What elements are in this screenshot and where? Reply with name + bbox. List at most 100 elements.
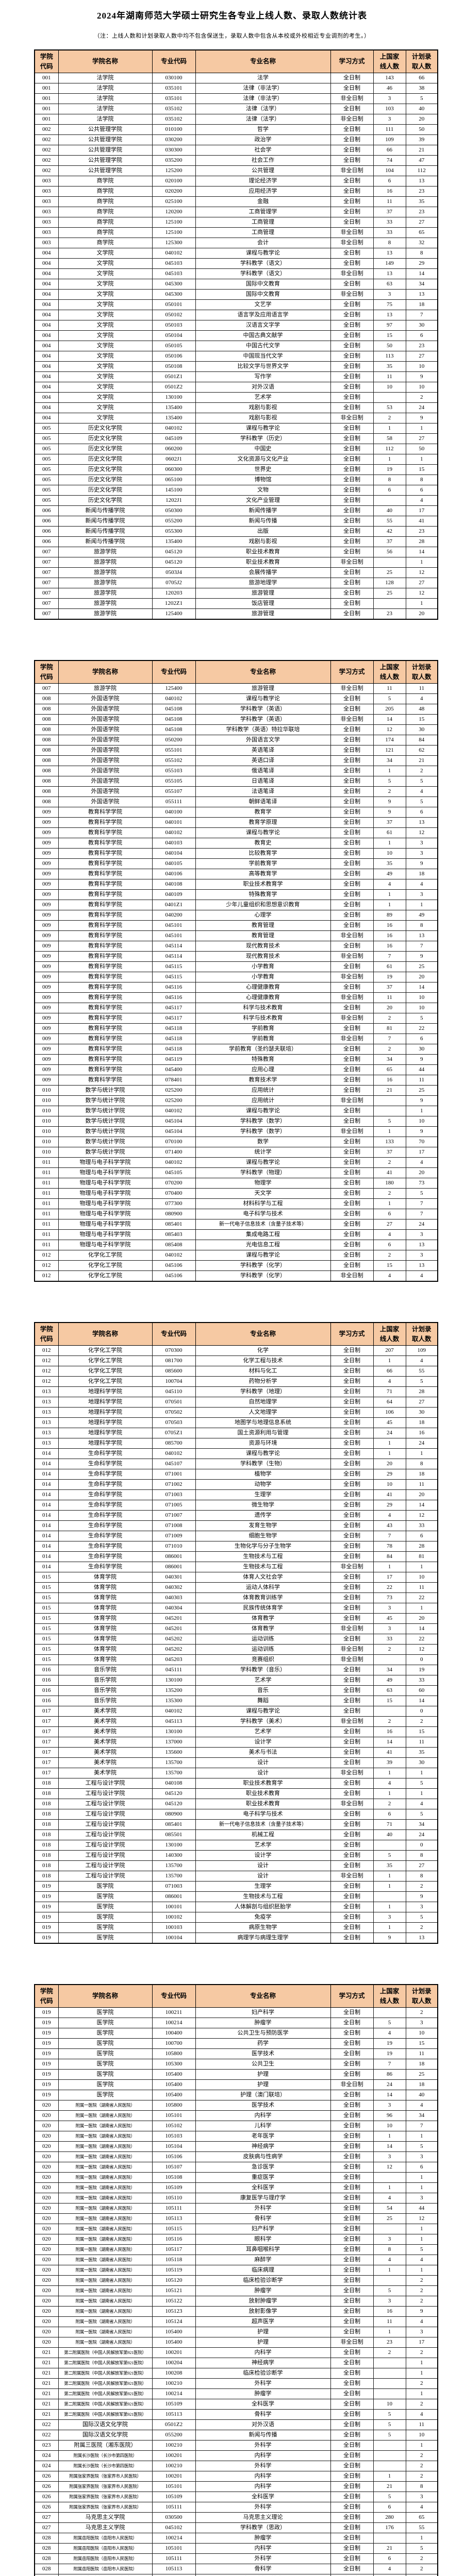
table-cell: 0705Z1 <box>152 1428 196 1438</box>
table-cell: 21 <box>373 1085 406 1096</box>
table-cell: 14 <box>373 1737 406 1748</box>
table-cell: 法律（法学） <box>195 114 331 125</box>
table-cell: 马克思主义理论 <box>195 2512 331 2523</box>
table-cell: 全日制 <box>330 1665 374 1675</box>
table-cell: 5 <box>405 1013 438 1024</box>
table-cell: 004 <box>34 289 59 300</box>
table-cell <box>373 1654 406 1665</box>
table-cell: 外科学 <box>195 2461 331 2471</box>
table-row: 004 文学院 050105 中国古代文学 全日制 50 23 <box>34 341 438 351</box>
table-cell: 045106 <box>152 1270 196 1282</box>
table-cell: 10 <box>405 1003 438 1013</box>
table-cell: 9 <box>405 1095 438 1106</box>
table-cell: 18 <box>405 2059 438 2070</box>
table-cell: 009 <box>34 941 59 952</box>
table-row: 019 医学院 105400 护理（澳门联培） 全日制 14 40 <box>34 2090 438 2100</box>
table-cell: 8 <box>405 474 438 485</box>
table-cell: 64 <box>373 1397 406 1408</box>
table-row: 013 地理科学学院 070502 人文地理学 全日制 106 30 <box>34 1407 438 1418</box>
table-cell: 全日制 <box>330 83 374 94</box>
table-cell: 地理科学学院 <box>58 1386 153 1397</box>
table-cell: 020 <box>34 2337 59 2348</box>
table-cell: 010 <box>34 1116 59 1127</box>
table-cell: 1 <box>405 1448 438 1459</box>
table-cell: 集成电路工程 <box>195 1229 331 1240</box>
table-cell: 公共管理学院 <box>58 134 153 145</box>
table-cell: 8 <box>373 474 406 485</box>
table-cell: 附属一医院（湖南省人民医院） <box>58 2316 153 2327</box>
table-cell: 4 <box>405 1355 438 1366</box>
table-cell: 附属长沙医院（长沙市第四医院） <box>58 2450 153 2461</box>
table-cell: 014 <box>34 1489 59 1500</box>
table-cell: 103 <box>373 104 406 114</box>
table-cell: 5 <box>373 2492 406 2502</box>
table-cell: 附属一医院（湖南省人民医院） <box>58 2265 153 2276</box>
table-cell: 学科教学（音乐） <box>195 1665 331 1675</box>
table-cell: 19 <box>373 972 406 982</box>
table-cell: 105111 <box>152 2553 196 2564</box>
table-cell: 014 <box>34 1520 59 1531</box>
table-cell: 发育生物学 <box>195 1520 331 1531</box>
table-cell: 医学院 <box>58 1891 153 1902</box>
table-cell: 5 <box>405 93 438 104</box>
table-cell: 文化产业管理 <box>195 495 331 506</box>
table-cell: 艺术学 <box>195 1726 331 1737</box>
table-cell: 教育科学学院 <box>58 920 153 931</box>
table-row: 020 附属一医院（湖南省人民医院） 105104 神经病学 全日制 14 5 <box>34 2141 438 2152</box>
table-cell <box>373 1095 406 1106</box>
table-cell: 109 <box>373 134 406 145</box>
table-cell: 学科教学（物理） <box>195 1167 331 1178</box>
table-cell: 法律（法学） <box>195 104 331 114</box>
table-cell: 39 <box>373 1757 406 1768</box>
table-cell <box>373 2368 406 2379</box>
table-row: 019 医学院 071003 生理学 全日制 1 2 <box>34 1881 438 1892</box>
table-cell: 105109 <box>152 2182 196 2193</box>
table-cell: 100400 <box>152 2028 196 2039</box>
table-cell: 020 <box>34 2121 59 2131</box>
table-cell: 全日制 <box>330 1469 374 1480</box>
table-cell: 009 <box>34 920 59 931</box>
table-cell <box>373 1706 406 1717</box>
table-row: 005 历史文化学院 0602J1 文化资源与文化产业 全日制 1 1 <box>34 454 438 465</box>
table-cell: 商学院 <box>58 176 153 187</box>
table-cell: 全日制 <box>330 1685 374 1696</box>
table-cell: 011 <box>34 1167 59 1178</box>
table-cell: 体育学院 <box>58 1613 153 1624</box>
table-cell: 附属一医院（湖南省人民医院） <box>58 2285 153 2296</box>
table-cell: 045114 <box>152 941 196 952</box>
table-cell: 全日制 <box>330 2265 374 2276</box>
table-cell: 045105 <box>152 1167 196 1178</box>
table-cell: 019 <box>34 2059 59 2070</box>
table-cell: 027 <box>34 2522 59 2533</box>
table-cell: 7 <box>373 1033 406 1044</box>
table-cell: 71 <box>373 1819 406 1830</box>
table-cell: 086001 <box>152 1562 196 1572</box>
table-cell: 50 <box>373 341 406 351</box>
stats-table-page-4: 学院 代码 学院名称 专业代码 专业名称 学习方式 上国家 线人数 计划录 取人数 019 医学… <box>34 1984 438 2576</box>
table-row: 009 教育科学学院 045115 小学教育 全日制 61 25 <box>34 961 438 972</box>
table-row: 009 教育科学学院 040100 教育学 全日制 9 6 <box>34 807 438 818</box>
table-cell: 15 <box>373 330 406 341</box>
table-cell: 0401Z1 <box>152 900 196 910</box>
table-cell: 21 <box>373 2543 406 2554</box>
table-cell: 008 <box>34 724 59 735</box>
table-cell: 125200 <box>152 165 196 176</box>
table-cell: 艺术学 <box>195 1840 331 1851</box>
table-cell: 018 <box>34 1788 59 1799</box>
table-cell: 018 <box>34 1871 59 1882</box>
table-cell: 009 <box>34 910 59 921</box>
table-cell: 43 <box>373 1520 406 1531</box>
table-row: 009 教育科学学院 045118 学前教育 全日制 81 22 <box>34 1023 438 1034</box>
table-cell: 100201 <box>152 2471 196 2482</box>
table-cell: 全日制 <box>330 1500 374 1511</box>
table-row: 011 物理与电子科学学院 085403 集成电路工程 全日制 4 3 <box>34 1229 438 1240</box>
column-header: 学习方式 <box>330 1984 374 2008</box>
table-cell: 25 <box>373 588 406 599</box>
table-cell: 080900 <box>152 2574 196 2576</box>
table-cell: 外国语学院 <box>58 786 153 797</box>
table-cell <box>373 2275 406 2286</box>
table-cell: 009 <box>34 930 59 941</box>
table-cell: 020 <box>34 2244 59 2255</box>
table-cell: 055105 <box>152 776 196 787</box>
table-cell: 文学院 <box>58 299 153 310</box>
